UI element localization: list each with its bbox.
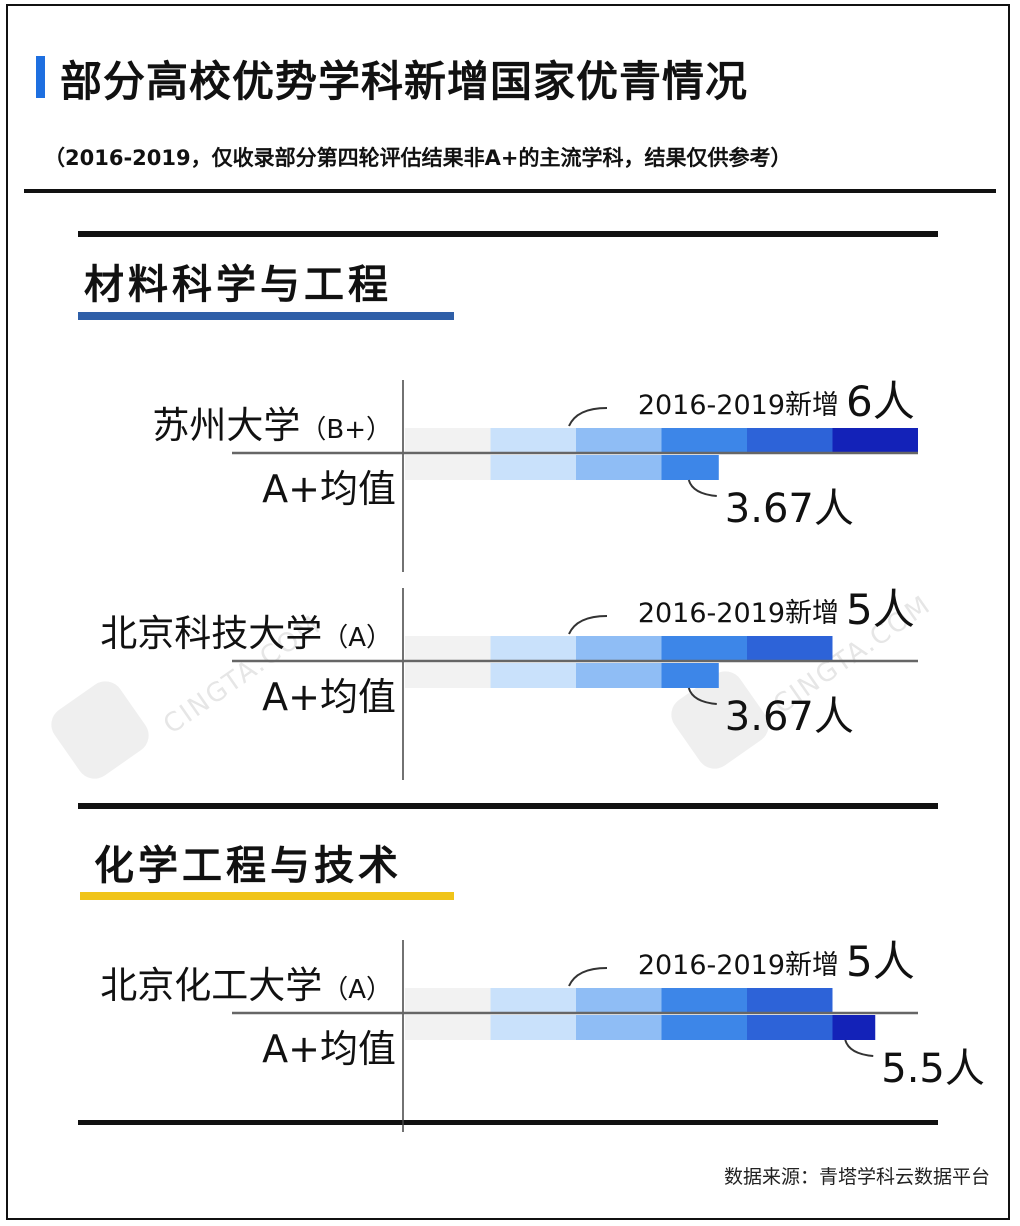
new-bar-segment-3: [576, 428, 662, 453]
avg-bar-segment-1: [405, 663, 491, 688]
new-leader-line: [568, 407, 608, 427]
avg-bar-segment-3: [576, 1015, 662, 1040]
avg-bar-segment-1: [405, 455, 491, 480]
avg-bar-segment-6: [832, 1015, 876, 1040]
new-bar-segment-3: [576, 988, 662, 1013]
avg-leader-line: [687, 687, 717, 705]
avg-leader-line: [844, 1039, 874, 1057]
new-label: 2016-2019新增: [638, 598, 839, 629]
section-top-rule-1: [78, 231, 938, 237]
new-bar-segment-3: [576, 636, 662, 661]
avg-bar-segment-3: [576, 663, 662, 688]
new-bar-segment-6: [832, 428, 918, 453]
bottom-rule: [78, 1120, 938, 1125]
chart-panel-suda: 苏州大学（B+） A+均值 2016-2019新增 6人 3.67人: [0, 377, 1020, 580]
header-divider: [24, 189, 996, 193]
title-accent-bar: [36, 56, 45, 98]
university-label: 苏州大学（B+）: [152, 404, 392, 447]
new-bar-segment-5: [747, 636, 833, 661]
new-value-label: 5人: [846, 937, 915, 986]
chart-svg-2: 北京化工大学（A） A+均值 2016-2019新增 5人 5.5人: [100, 937, 985, 1132]
avg-label: A+均值: [262, 675, 396, 719]
avg-value-label: 3.67人: [725, 486, 854, 532]
new-bar-segment-1: [405, 636, 491, 661]
new-label: 2016-2019新增: [638, 950, 839, 981]
new-bar-segment-2: [490, 636, 576, 661]
chart-panel-buct: 北京化工大学（A） A+均值 2016-2019新增 5人 5.5人: [0, 937, 1020, 1140]
new-bar-segment-2: [490, 428, 576, 453]
new-value-label: 6人: [846, 377, 915, 426]
page-subtitle: （2016-2019，仅收录部分第四轮评估结果非A+的主流学科，结果仅供参考）: [44, 146, 792, 170]
new-leader-line: [568, 615, 608, 635]
avg-bar-segment-2: [490, 1015, 576, 1040]
avg-value-label: 5.5人: [881, 1046, 985, 1092]
avg-value-label: 3.67人: [725, 694, 854, 740]
chart-svg-1: 北京科技大学（A） A+均值 2016-2019新增 5人 3.67人: [100, 585, 918, 780]
new-bar-segment-5: [747, 988, 833, 1013]
new-bar-segment-4: [661, 636, 747, 661]
avg-leader-line: [687, 479, 717, 497]
new-leader-line: [568, 967, 608, 987]
section-top-rule-2: [78, 803, 938, 809]
new-bar-segment-4: [661, 988, 747, 1013]
avg-bar-segment-3: [576, 455, 662, 480]
avg-bar-segment-2: [490, 663, 576, 688]
avg-bar-segment-4: [661, 1015, 747, 1040]
section-underline-materials: [78, 312, 454, 320]
chart-svg-0: 苏州大学（B+） A+均值 2016-2019新增 6人 3.67人: [152, 377, 918, 572]
section-underline-chemeng: [80, 892, 454, 900]
data-source: 数据来源：青塔学科云数据平台: [723, 1166, 990, 1188]
new-bar-segment-4: [661, 428, 747, 453]
new-bar-segment-2: [490, 988, 576, 1013]
avg-bar-segment-4: [661, 455, 719, 480]
avg-bar-segment-5: [747, 1015, 833, 1040]
new-bar-segment-1: [405, 988, 491, 1013]
avg-bar-segment-4: [661, 663, 719, 688]
chart-panel-ustb: 北京科技大学（A） A+均值 2016-2019新增 5人 3.67人: [0, 585, 1020, 788]
avg-label: A+均值: [262, 467, 396, 511]
section-title-chemeng: 化学工程与技术: [94, 843, 402, 889]
new-bar-segment-5: [747, 428, 833, 453]
page-title: 部分高校优势学科新增国家优青情况: [60, 57, 749, 106]
page-frame: [6, 4, 1010, 1220]
section-title-materials: 材料科学与工程: [84, 262, 392, 308]
avg-bar-segment-1: [405, 1015, 491, 1040]
new-label: 2016-2019新增: [638, 390, 839, 421]
avg-label: A+均值: [262, 1027, 396, 1071]
university-label: 北京化工大学（A）: [100, 964, 392, 1007]
avg-bar-segment-2: [490, 455, 576, 480]
new-value-label: 5人: [846, 585, 915, 634]
new-bar-segment-1: [405, 428, 491, 453]
university-label: 北京科技大学（A）: [100, 612, 392, 655]
